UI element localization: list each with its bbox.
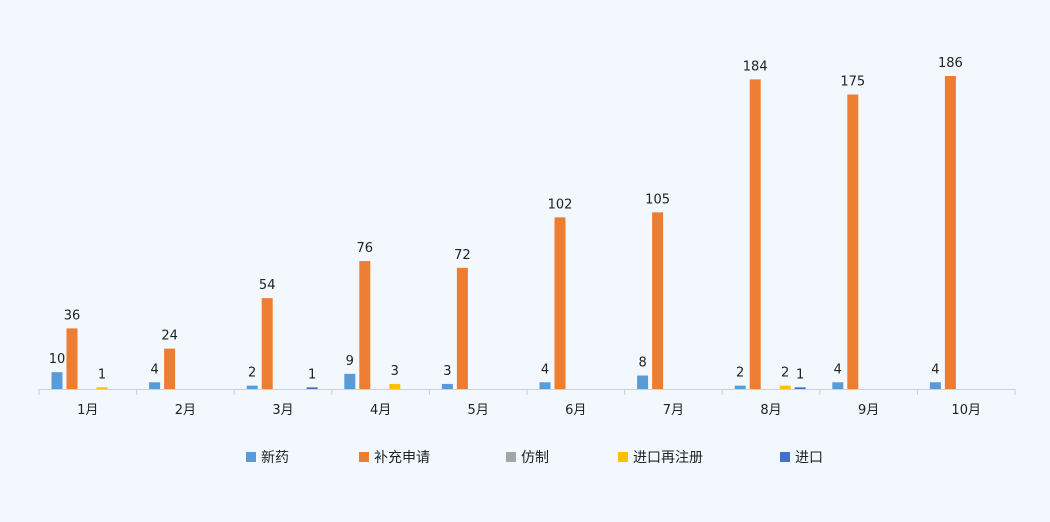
bar-补充申请-3月 [261, 298, 273, 389]
x-tick-label: 5月 [468, 403, 489, 418]
x-tick-label: 10月 [951, 403, 981, 418]
bar-进口-3月 [306, 387, 318, 389]
bar-补充申请-5月 [456, 267, 468, 389]
data-label-新药-9月: 4 [834, 362, 842, 377]
x-tick-label: 2月 [175, 403, 196, 418]
data-label-补充申请-8月: 184 [743, 59, 768, 74]
bar-新药-8月 [734, 385, 746, 389]
legend-label: 进口再注册 [633, 450, 703, 466]
x-tick-label: 9月 [858, 403, 879, 418]
data-label-补充申请-9月: 175 [840, 75, 865, 90]
legend-swatch [618, 452, 628, 462]
bars-layer [51, 76, 956, 390]
legend-swatch [359, 452, 369, 462]
data-label-补充申请-4月: 76 [357, 241, 374, 256]
x-axis: 1月 2月 3月 4月 5月 6月 7月 8月 9月 10月 [38, 389, 1016, 418]
bar-补充申请-8月 [749, 79, 761, 390]
x-tick-label: 3月 [272, 403, 293, 418]
x-tick-label: 7月 [663, 403, 684, 418]
bar-进口再注册-8月 [779, 385, 791, 389]
bar-新药-1月 [51, 372, 63, 389]
bar-补充申请-4月 [359, 261, 371, 389]
legend-label: 进口 [795, 450, 823, 466]
bar-补充申请-6月 [554, 217, 566, 389]
bar-新药-7月 [637, 375, 649, 389]
bar-新药-3月 [246, 385, 258, 389]
legend-label: 补充申请 [374, 450, 430, 466]
data-label-新药-5月: 3 [443, 364, 451, 379]
legend-swatch [506, 452, 516, 462]
data-label-新药-6月: 4 [541, 362, 549, 377]
bar-进口-8月 [794, 387, 806, 389]
data-label-新药-8月: 2 [736, 366, 744, 381]
data-label-新药-4月: 9 [346, 354, 354, 369]
data-label-新药-2月: 4 [150, 362, 158, 377]
data-label-补充申请-5月: 72 [454, 248, 471, 263]
bar-补充申请-1月 [66, 328, 78, 389]
bar-进口再注册-1月 [96, 387, 108, 389]
data-label-进口再注册-4月: 3 [391, 364, 399, 379]
data-label-进口再注册-8月: 2 [781, 366, 789, 381]
bar-进口再注册-4月 [389, 383, 401, 389]
data-label-补充申请-2月: 24 [161, 329, 178, 344]
data-label-补充申请-3月: 54 [259, 278, 276, 293]
data-label-补充申请-10月: 186 [938, 56, 963, 71]
legend-swatch [246, 452, 256, 462]
bar-补充申请-2月 [164, 348, 176, 389]
x-tick-label: 8月 [760, 403, 781, 418]
bar-新药-10月 [929, 382, 941, 389]
x-tick-label: 6月 [565, 403, 586, 418]
data-label-补充申请-7月: 105 [645, 192, 670, 207]
data-label-进口-3月: 1 [308, 367, 316, 382]
bar-补充申请-10月 [944, 76, 956, 389]
bar-补充申请-9月 [847, 94, 859, 389]
bar-新药-9月 [832, 382, 844, 389]
data-label-新药-10月: 4 [931, 362, 939, 377]
bar-新药-4月 [344, 373, 356, 389]
legend: 新药 补充申请 仿制 进口再注册 进口 [246, 450, 823, 466]
bar-补充申请-7月 [652, 212, 664, 389]
data-label-补充申请-6月: 102 [548, 197, 573, 212]
data-label-新药-1月: 10 [49, 352, 66, 367]
data-label-进口再注册-1月: 1 [98, 367, 106, 382]
legend-swatch [780, 452, 790, 462]
legend-label: 仿制 [521, 450, 549, 466]
data-label-进口-8月: 1 [796, 367, 804, 382]
legend-label: 新药 [261, 450, 289, 466]
x-tick-label: 1月 [77, 403, 98, 418]
data-label-补充申请-1月: 36 [64, 308, 81, 323]
data-label-新药-3月: 2 [248, 366, 256, 381]
bar-新药-2月 [149, 382, 161, 389]
bar-新药-6月 [539, 382, 551, 389]
bar-新药-5月 [441, 383, 453, 389]
x-tick-label: 4月 [370, 403, 391, 418]
data-label-新药-7月: 8 [638, 356, 646, 371]
